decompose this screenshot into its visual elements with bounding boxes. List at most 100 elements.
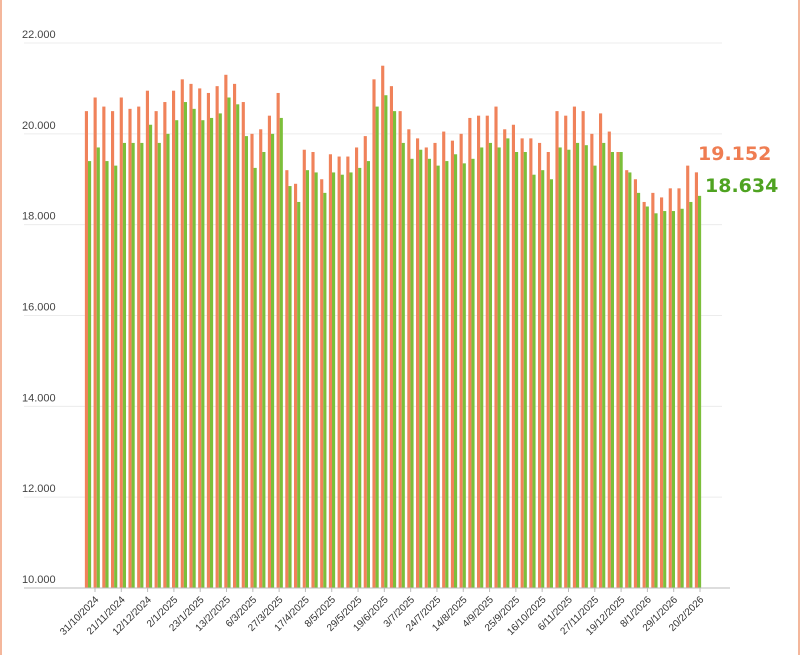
bar-orange xyxy=(215,86,219,588)
bar-green xyxy=(349,172,353,588)
bar-green xyxy=(593,165,597,588)
bar-orange xyxy=(590,133,594,589)
y-tick-label: 16.000 xyxy=(22,302,56,314)
bar-orange xyxy=(677,188,681,589)
bar-orange xyxy=(172,90,176,588)
bar-green xyxy=(515,152,519,588)
bar-green xyxy=(497,147,501,589)
bar-green xyxy=(131,142,135,588)
bar-orange xyxy=(294,183,298,588)
bar-orange xyxy=(660,197,664,588)
bar-green xyxy=(88,161,92,589)
bar-green xyxy=(166,133,170,589)
bar-green xyxy=(122,142,126,588)
bar-orange xyxy=(416,138,420,588)
bar-orange xyxy=(137,106,141,588)
bar-green xyxy=(218,113,222,588)
bar-green xyxy=(114,165,118,588)
bar-orange xyxy=(145,90,149,588)
bar-green xyxy=(297,201,301,589)
bar-orange xyxy=(381,65,385,589)
bar-green xyxy=(654,213,658,588)
bar-green xyxy=(323,192,327,588)
bar-orange xyxy=(572,106,576,588)
bar-orange xyxy=(320,179,324,588)
bar-green xyxy=(244,136,248,588)
bar-orange xyxy=(503,129,507,588)
bar-orange xyxy=(398,111,402,588)
bar-green xyxy=(549,179,553,588)
bar-green xyxy=(271,133,275,589)
last-value-label-orange: 19.152 xyxy=(698,143,771,165)
bar-green xyxy=(140,142,144,588)
bar-orange xyxy=(259,129,263,588)
bar-orange xyxy=(581,111,585,588)
bar-orange xyxy=(511,124,515,588)
bar-green xyxy=(558,147,562,589)
bar-orange xyxy=(477,115,481,589)
bar-orange xyxy=(302,149,306,588)
bar-orange xyxy=(616,152,620,588)
bar-green xyxy=(384,95,388,589)
bar-orange xyxy=(355,147,359,589)
bar-orange xyxy=(198,88,202,589)
bar-green xyxy=(628,172,632,588)
bar-green xyxy=(401,142,405,588)
bar-green xyxy=(253,167,257,589)
bar-orange xyxy=(224,74,228,588)
bar-green xyxy=(210,117,214,588)
bar-green xyxy=(227,97,231,588)
bar-orange xyxy=(520,138,524,588)
bar-green xyxy=(663,211,667,588)
bar-green xyxy=(201,120,205,588)
y-tick-label: 18.000 xyxy=(22,211,56,223)
bar-orange xyxy=(389,86,393,588)
bar-orange xyxy=(546,152,550,588)
bar-orange xyxy=(276,92,280,588)
bar-green xyxy=(532,174,536,589)
bar-orange xyxy=(119,97,123,588)
bar-green xyxy=(671,211,675,588)
bar-orange xyxy=(459,133,463,589)
bar-green xyxy=(340,174,344,589)
y-tick-label: 20.000 xyxy=(22,120,56,132)
bar-orange xyxy=(285,170,289,588)
bar-green xyxy=(610,152,614,588)
bar-orange xyxy=(241,102,245,589)
bar-orange xyxy=(494,106,498,588)
bar-green xyxy=(567,149,571,588)
bar-green xyxy=(157,142,161,588)
bar-green xyxy=(183,102,187,589)
bar-green xyxy=(445,161,449,589)
bar-orange xyxy=(206,92,210,588)
bar-orange xyxy=(529,138,533,588)
bar-green xyxy=(619,152,623,588)
bar-green xyxy=(149,124,153,588)
bar-green xyxy=(576,142,580,588)
bar-green xyxy=(602,142,606,588)
bar-green xyxy=(506,138,510,588)
bar-green xyxy=(419,149,423,588)
bar-green xyxy=(541,170,545,588)
bar-green xyxy=(305,170,309,588)
bar-orange xyxy=(233,83,237,588)
bar-orange xyxy=(442,131,446,588)
bar-orange xyxy=(363,136,367,588)
y-tick-label: 10.000 xyxy=(22,574,56,586)
bar-green xyxy=(471,158,475,588)
bar-orange xyxy=(633,179,637,588)
bar-green xyxy=(410,158,414,588)
bar-orange xyxy=(468,117,472,588)
bar-orange xyxy=(433,142,437,588)
bars xyxy=(84,65,702,589)
bar-orange xyxy=(250,133,254,589)
bar-green xyxy=(698,195,702,588)
y-tick-label: 22.000 xyxy=(22,29,56,41)
bar-green xyxy=(236,104,240,588)
bar-green xyxy=(279,117,283,588)
last-value-label-green: 18.634 xyxy=(705,175,778,197)
bar-green xyxy=(645,206,649,588)
bar-green xyxy=(584,145,588,588)
